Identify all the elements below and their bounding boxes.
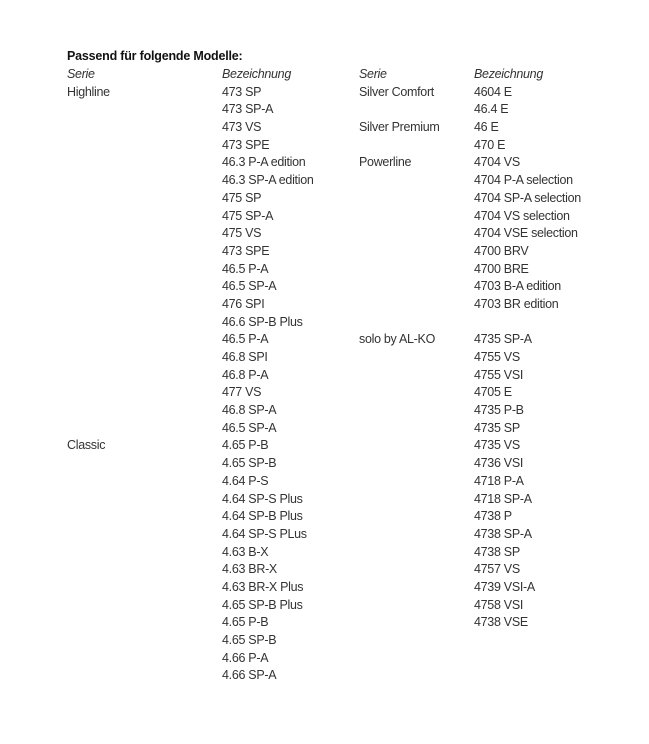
model-name: 4739 VSI-A bbox=[474, 579, 535, 594]
model-name: 4.65 SP-B bbox=[222, 633, 277, 647]
model-name: 4704 VS selection bbox=[474, 208, 570, 223]
model-name: 4738 SP bbox=[474, 544, 520, 559]
model-name: 4.65 SP-B bbox=[222, 456, 277, 471]
model-name: 4704 P-A selection bbox=[474, 173, 573, 188]
model-name: 475 VS bbox=[222, 226, 262, 241]
model-name: 4718 P-A bbox=[474, 473, 524, 488]
model-name: 46 E bbox=[474, 120, 499, 135]
model-name: 4704 VS bbox=[474, 155, 520, 170]
header-bezeichnung: Bezeichnung bbox=[222, 67, 291, 81]
model-name: 473 VS bbox=[222, 120, 262, 135]
serie-label: Highline bbox=[67, 84, 110, 99]
model-name: 4755 VSI bbox=[474, 367, 524, 382]
model-name: 4704 VSE selection bbox=[474, 226, 578, 241]
model-name: 4.64 P-S bbox=[222, 473, 269, 488]
model-name: 4.63 BR-X Plus bbox=[222, 579, 304, 594]
model-name: 4.66 SP-A bbox=[222, 668, 277, 683]
model-name: 4.65 P-B bbox=[222, 438, 269, 453]
model-name: 477 VS bbox=[222, 385, 262, 400]
model-name: 4703 BR edition bbox=[474, 296, 559, 311]
model-name: 46.5 P-A bbox=[222, 332, 269, 347]
model-name: 4755 VS bbox=[474, 350, 520, 364]
model-name: 4700 BRE bbox=[474, 261, 529, 276]
model-name: 46.8 SPI bbox=[222, 350, 268, 364]
model-name: 4704 SP-A selection bbox=[474, 190, 581, 205]
model-name: 475 SP-A bbox=[222, 208, 274, 223]
page-title: Passend für folgende Modelle: bbox=[67, 49, 243, 63]
serie-label: solo by AL-KO bbox=[359, 332, 436, 347]
model-name: 4700 BRV bbox=[474, 243, 529, 258]
model-name: 4735 VS bbox=[474, 438, 520, 453]
serie-label: Classic bbox=[67, 438, 106, 453]
model-name: 4735 P-B bbox=[474, 403, 524, 418]
model-name: 473 SP-A bbox=[222, 102, 274, 117]
model-name: 4718 SP-A bbox=[474, 491, 532, 506]
model-name: 46.3 P-A edition bbox=[222, 155, 306, 170]
model-name: 473 SPE bbox=[222, 137, 270, 152]
model-name: 4735 SP-A bbox=[474, 332, 532, 347]
model-name: 46.8 SP-A bbox=[222, 403, 277, 418]
model-name: 475 SP bbox=[222, 190, 262, 205]
model-name: 476 SPI bbox=[222, 296, 265, 311]
header-serie: Serie bbox=[359, 67, 387, 81]
serie-label: Powerline bbox=[359, 155, 412, 170]
model-name: 4757 VS bbox=[474, 562, 520, 577]
model-name: 4.63 B-X bbox=[222, 544, 269, 559]
model-name: 4.65 P-B bbox=[222, 615, 269, 630]
model-name: 473 SPE bbox=[222, 243, 270, 258]
model-name: 4.63 BR-X bbox=[222, 562, 277, 577]
model-name: 4604 E bbox=[474, 84, 512, 99]
model-name: 473 SP bbox=[222, 84, 262, 99]
model-name: 470 E bbox=[474, 137, 506, 152]
model-name: 4736 VSI bbox=[474, 456, 524, 471]
model-name: 4705 E bbox=[474, 385, 512, 400]
model-name: 46.5 P-A bbox=[222, 261, 269, 276]
model-name: 4.66 P-A bbox=[222, 650, 269, 665]
header-bezeichnung: Bezeichnung bbox=[474, 67, 543, 81]
model-name: 4703 B-A edition bbox=[474, 279, 561, 294]
model-name: 46.5 SP-A bbox=[222, 279, 277, 294]
serie-label: Silver Comfort bbox=[359, 84, 434, 99]
model-name: 46.5 SP-A bbox=[222, 420, 277, 435]
model-name: 4735 SP bbox=[474, 420, 520, 435]
model-name: 4738 SP-A bbox=[474, 526, 532, 541]
serie-label: Silver Premium bbox=[359, 120, 440, 135]
model-name: 4.64 SP-B Plus bbox=[222, 509, 303, 524]
model-name: 4758 VSI bbox=[474, 597, 524, 612]
model-name: 46.8 P-A bbox=[222, 367, 269, 382]
model-name: 4.65 SP-B Plus bbox=[222, 597, 303, 612]
model-name: 46.6 SP-B Plus bbox=[222, 314, 303, 329]
model-name: 4.64 SP-S Plus bbox=[222, 491, 303, 506]
model-name: 4738 P bbox=[474, 509, 512, 524]
model-name: 4.64 SP-S PLus bbox=[222, 526, 307, 541]
model-name: 4738 VSE bbox=[474, 615, 528, 630]
model-name: 46.4 E bbox=[474, 102, 509, 117]
header-serie: Serie bbox=[67, 67, 95, 81]
model-name: 46.3 SP-A edition bbox=[222, 173, 314, 188]
